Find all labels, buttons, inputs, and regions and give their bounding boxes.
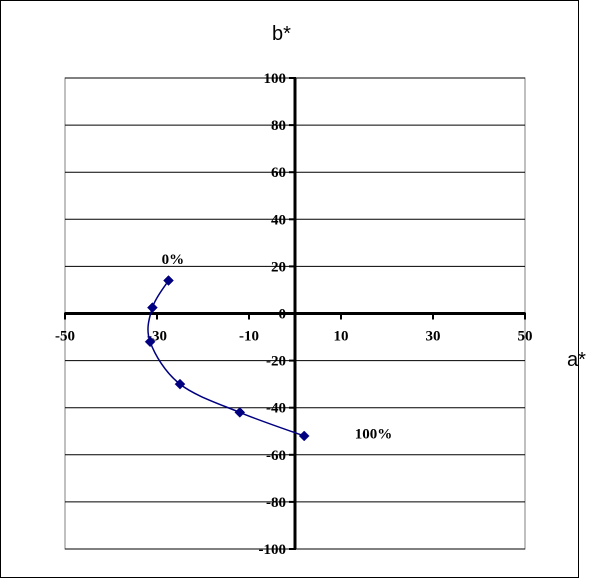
x-tick-label: 30: [426, 329, 441, 345]
data-point-marker: [144, 336, 156, 348]
axes: [64, 77, 526, 550]
series-group: [144, 275, 310, 442]
x-tick-label: -50: [55, 329, 75, 345]
annotations: 0% 100%: [162, 252, 393, 442]
x-axis-title: a*: [567, 349, 586, 371]
x-tick-label: 10: [334, 329, 349, 345]
y-tick-label: 0: [279, 307, 287, 323]
y-tick-label: 100: [264, 71, 287, 87]
y-tick-label: 20: [271, 259, 286, 275]
x-tick-label: 50: [518, 329, 533, 345]
y-tick-label: -100: [259, 542, 287, 558]
x-tick-label: -10: [239, 329, 259, 345]
y-tick-label: 60: [271, 165, 286, 181]
y-tick-labels: 100 80 60 40 20 0 -20 -40 -60 -80 -100: [259, 71, 287, 558]
y-tick-label: -40: [266, 401, 286, 417]
y-tick-label: -80: [266, 495, 286, 511]
data-point-marker: [298, 430, 310, 442]
y-axis-title: b*: [272, 23, 291, 45]
data-point-marker: [174, 378, 186, 390]
data-point-marker: [147, 302, 158, 313]
data-point-marker: [234, 407, 246, 418]
y-tick-label: 40: [271, 212, 286, 228]
y-tick-label: 80: [271, 118, 286, 134]
y-tick-label: -60: [266, 448, 286, 464]
point-annotation: 100%: [355, 426, 393, 442]
data-point-marker: [163, 275, 174, 286]
point-annotation: 0%: [162, 252, 185, 268]
y-tick-label: -20: [266, 354, 286, 370]
